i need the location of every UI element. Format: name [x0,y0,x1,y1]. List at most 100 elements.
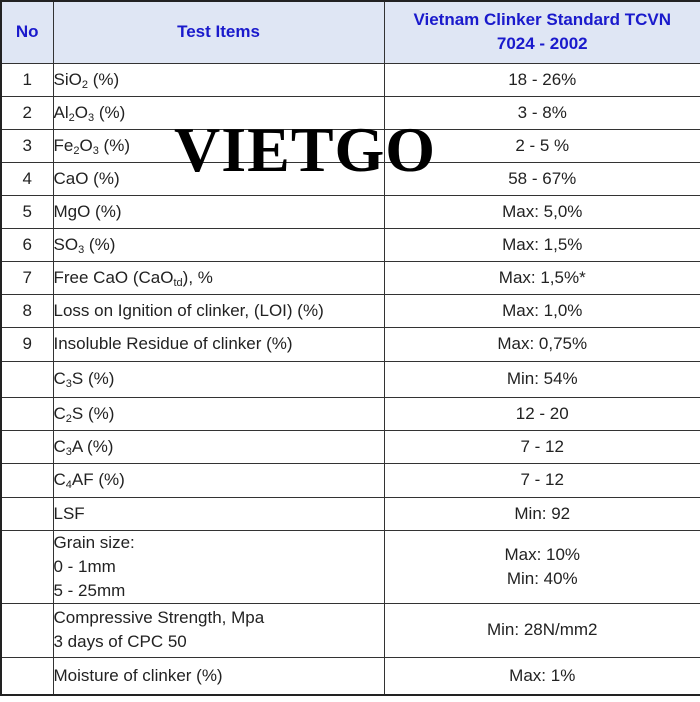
table-row-grain-size: Grain size: 0 - 1mm 5 - 25mm Max: 10% Mi… [0,529,700,604]
row-value: Min: 54% [383,360,700,398]
row-number [0,529,54,604]
item-text: (%) [87,69,120,89]
row-value: Max: 1% [383,656,700,696]
item-text: LSF [53,503,85,523]
table-row: C4AF (%) 7 - 12 [0,462,700,498]
header-test-items: Test Items [52,0,385,64]
item-subscript: 4 [65,479,72,491]
item-text: ), % [182,267,213,287]
item-text: C [53,436,66,456]
row-item: C2S (%) [52,396,385,431]
header-standard: Vietnam Clinker Standard TCVN 7024 - 200… [383,0,700,64]
grain-value-1: Max: 10% [504,544,581,564]
item-text: Insoluble Residue of clinker (%) [53,334,293,353]
item-text: MgO (%) [53,201,122,221]
header-standard-line1: Vietnam Clinker Standard TCVN [413,10,672,30]
table-row-moisture: Moisture of clinker (%) Max: 1% [0,656,700,696]
table-row: C3S (%) Min: 54% [0,360,700,398]
row-item: Free CaO (CaOtd), % [52,260,385,295]
row-value: Min: 92 [383,496,700,531]
row-item: C3S (%) [52,360,385,398]
row-number [0,496,54,531]
item-subscript: td [173,276,183,289]
item-text: Al [53,102,69,122]
row-value: Max: 5,0% [383,194,700,229]
item-text: CaO (%) [53,168,120,188]
row-number [0,602,54,658]
table-row: 2 Al2O3 (%) 3 - 8% [0,95,700,130]
row-value: 58 - 67% [383,161,700,196]
item-subscript: 3 [65,378,72,390]
row-item: SiO2 (%) [52,62,385,97]
row-number [0,462,54,498]
row-number: 9 [0,326,54,362]
grain-range-1: 0 - 1mm [53,556,116,576]
grain-value-2: Min: 40% [506,568,578,588]
row-number: 5 [0,194,54,229]
row-item: Fe2O3 (%) [52,128,385,163]
row-number [0,396,54,431]
table-row: 3 Fe2O3 (%) 2 - 5 % [0,128,700,163]
header-no: No [0,0,54,64]
table-row: 9 Insoluble Residue of clinker (%) Max: 0,… [0,326,700,362]
item-subscript: 2 [68,111,75,124]
table-row-compressive-strength: Compressive Strength, Mpa 3 days of CPC … [0,602,700,658]
compressive-line-1: Compressive Strength, Mpa [53,608,265,627]
item-text: Fe [53,135,74,155]
row-value: 7 - 12 [383,462,700,498]
table-row: C2S (%) 12 - 20 [0,396,700,431]
row-number [0,360,54,398]
grain-range-2: 5 - 25mm [53,580,126,600]
row-item: Moisture of clinker (%) [52,656,385,696]
item-text: AF (%) [71,470,125,489]
row-value: Max: 1,5% [383,227,700,262]
row-item: SO3 (%) [52,227,385,262]
row-item: LSF [52,496,385,531]
row-value: Max: 1,0% [383,293,700,328]
row-value: 2 - 5 % [383,128,700,163]
item-subscript: 3 [92,144,99,157]
table-row: C3A (%) 7 - 12 [0,429,700,464]
item-text: Loss on Ignition of clinker, (LOI) (%) [53,300,324,320]
item-subscript: 3 [78,243,85,256]
row-number [0,429,54,464]
item-subscript: 3 [65,445,72,458]
item-text: S (%) [71,369,115,388]
row-item: Grain size: 0 - 1mm 5 - 25mm [52,529,385,604]
table-row: 7 Free CaO (CaOtd), % Max: 1,5%* [0,260,700,295]
table-row: 6 SO3 (%) Max: 1,5% [0,227,700,262]
item-text: C [53,470,66,489]
row-item: Compressive Strength, Mpa 3 days of CPC … [52,602,385,658]
table-row: 1 SiO2 (%) 18 - 26% [0,62,700,97]
row-number: 6 [0,227,54,262]
header-standard-line2: 7024 - 2002 [496,34,588,54]
row-item: MgO (%) [52,194,385,229]
item-text: S (%) [71,403,115,423]
item-text: O [74,102,88,122]
item-text: (%) [98,135,130,155]
row-number: 8 [0,293,54,328]
table-row: 8 Loss on Ignition of clinker, (LOI) (%) M… [0,293,700,328]
row-value: 3 - 8% [383,95,700,130]
grain-label: Grain size: [53,532,135,552]
table-row: 4 CaO (%) 58 - 67% [0,161,700,196]
item-subscript: 3 [87,111,95,124]
item-text: Free CaO (CaO [53,267,174,287]
table-body: 1 SiO2 (%) 18 - 26% 2 Al2O3 (%) 3 - 8% 3 Fe2O3 … [0,62,700,696]
row-number: 4 [0,161,54,196]
row-item: CaO (%) [52,161,385,196]
item-subscript: 2 [81,78,88,91]
row-value: 18 - 26% [383,62,700,97]
row-item: Al2O3 (%) [52,95,385,130]
item-text: O [79,135,93,155]
item-text: A (%) [71,436,114,456]
item-text: (%) [94,102,126,122]
item-text: C [53,369,66,388]
item-text: SiO [53,69,82,89]
row-item: Loss on Ignition of clinker, (LOI) (%) [52,293,385,328]
row-number: 7 [0,260,54,295]
row-number: 2 [0,95,54,130]
row-number: 3 [0,128,54,163]
row-item: C3A (%) [52,429,385,464]
